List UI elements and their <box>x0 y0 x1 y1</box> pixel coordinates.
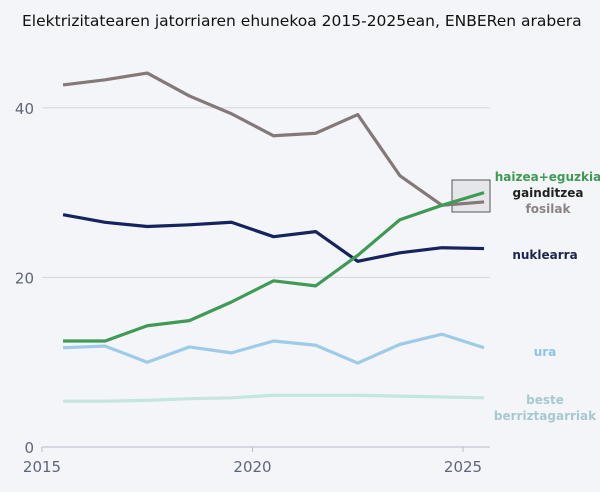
series-line-beste-berriztagarriak <box>63 393 485 403</box>
annotation-text: haizea+eguzkia <box>495 170 600 184</box>
x-tick-label: 2025 <box>444 458 482 476</box>
x-tick-label: 2015 <box>23 458 61 476</box>
y-tick-label: 40 <box>15 100 34 118</box>
series-label: nuklearra <box>512 248 577 262</box>
series-label: beste <box>526 393 564 407</box>
annotation-text: gainditzea <box>512 186 583 200</box>
series-line-fosilak <box>62 71 485 207</box>
series-line-ura <box>62 332 485 365</box>
annotation-text: fosilak <box>526 202 572 216</box>
series-label: ura <box>534 345 557 359</box>
x-tick-label: 2020 <box>233 458 271 476</box>
chart-title: Elektrizitatearen jatorriaren ehunekoa 2… <box>22 12 582 30</box>
series-line-haizea-eguzkia <box>63 191 485 343</box>
y-tick-label: 20 <box>15 269 34 287</box>
y-tick-label: 0 <box>24 439 34 457</box>
series-label: berriztagarriak <box>494 409 597 423</box>
series-line-nuklearra <box>62 213 485 263</box>
